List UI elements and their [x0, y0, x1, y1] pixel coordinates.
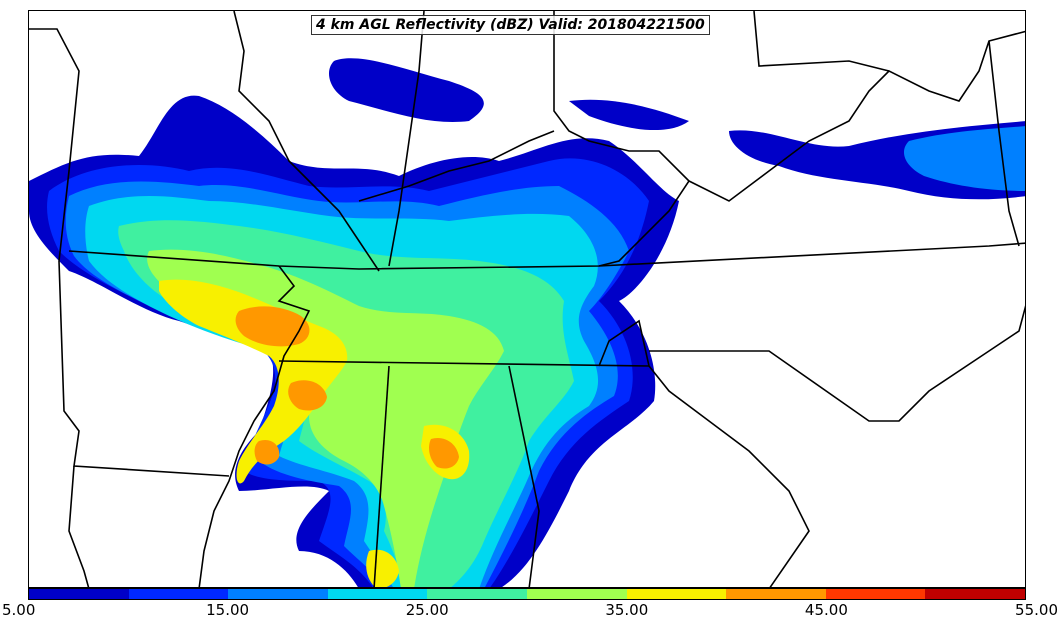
colorbar-segment — [128, 589, 229, 599]
boundary-line — [198, 265, 311, 587]
boundary-line — [58, 260, 230, 477]
colorbar-tick-label: 15.00 — [206, 601, 250, 619]
reflectivity-field — [29, 58, 1025, 587]
state-boundaries — [29, 11, 1025, 587]
colorbar-segment — [29, 589, 129, 599]
colorbar-segment — [925, 589, 1025, 599]
colorbar-tick-label: 55.00 — [1015, 601, 1058, 619]
boundary-line — [68, 242, 1025, 270]
boundary-line — [553, 11, 691, 267]
colorbar-segment — [825, 589, 926, 599]
colorbar-tick-label: 25.00 — [405, 601, 449, 619]
boundary-line — [988, 40, 1020, 247]
boundary-line — [278, 360, 650, 367]
colorbar-segment — [626, 589, 727, 599]
boundary-line — [373, 365, 390, 587]
reflectivity-contour-40 — [235, 306, 310, 347]
map-title: 4 km AGL Reflectivity (dBZ) Valid: 20180… — [311, 15, 710, 35]
colorbar-tick-label: 5.00 — [2, 601, 36, 619]
colorbar-segment — [228, 589, 328, 599]
reflectivity-map — [29, 11, 1025, 587]
boundary-line — [388, 11, 425, 267]
reflectivity-contour-5-north — [329, 58, 484, 122]
colorbar-tick-label: 35.00 — [605, 601, 649, 619]
colorbar-tick-labels: 5.00 15.00 25.00 35.00 45.00 55.00 — [0, 601, 1060, 625]
colorbar-segment — [427, 589, 527, 599]
boundary-line — [598, 319, 810, 587]
reflectivity-contour-5-northeast — [569, 99, 689, 131]
colorbar-segment — [526, 589, 627, 599]
boundary-line — [508, 365, 540, 587]
reflectivity-contour-40-d — [254, 439, 280, 465]
boundary-line — [233, 11, 380, 272]
reflectivity-contour-15-east — [904, 126, 1025, 191]
colorbar-segment — [726, 589, 826, 599]
reflectivity-contour-30 — [147, 249, 504, 587]
boundary-line — [29, 28, 80, 262]
boundary-line — [68, 465, 90, 587]
boundary-line — [649, 305, 1025, 422]
reflectivity-contour-40-b — [288, 380, 327, 411]
colorbar-segment — [327, 589, 428, 599]
map-panel — [28, 10, 1026, 588]
boundary-line — [753, 11, 890, 72]
boundary-line — [688, 30, 1025, 202]
reflectivity-contour-40-c — [429, 437, 459, 469]
boundary-line — [358, 130, 555, 202]
colorbar — [28, 588, 1026, 600]
colorbar-tick-label: 45.00 — [804, 601, 848, 619]
